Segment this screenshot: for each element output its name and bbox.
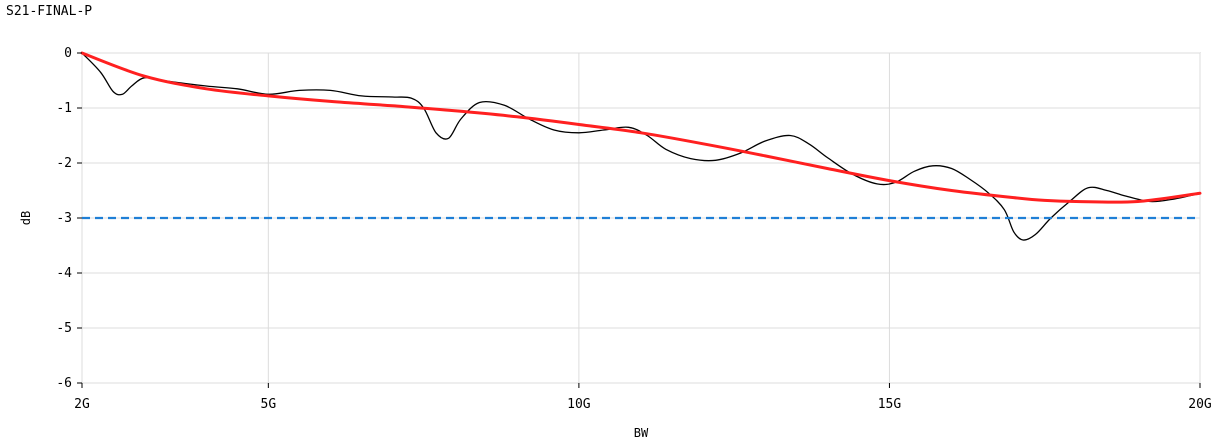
y-tick-label: -3 xyxy=(56,211,72,226)
y-axis-label: dB xyxy=(19,211,33,225)
series-layer xyxy=(80,51,1202,241)
x-tick-label: 5G xyxy=(261,397,277,412)
x-axis-label: BW xyxy=(634,426,649,440)
y-tick-label: -4 xyxy=(56,266,72,281)
x-tick-label: 10G xyxy=(567,397,591,412)
chart-title: S21-FINAL-P xyxy=(6,4,93,19)
y-tick-label: 0 xyxy=(64,46,72,61)
tick-layer: 0 -1 -2 -3 -4 -5 -62G 5G 10G 15G 20G xyxy=(56,46,1212,412)
y-tick-label: -2 xyxy=(56,156,72,171)
y-tick-label: -6 xyxy=(56,376,72,391)
y-tick-label: -5 xyxy=(56,321,72,336)
fit-curve-line xyxy=(80,51,1202,204)
x-tick-label: 2G xyxy=(74,397,90,412)
x-tick-label: 20G xyxy=(1188,397,1212,412)
y-tick-label: -1 xyxy=(56,101,72,116)
x-tick-label: 15G xyxy=(878,397,902,412)
measured-trace-line xyxy=(81,52,1201,241)
